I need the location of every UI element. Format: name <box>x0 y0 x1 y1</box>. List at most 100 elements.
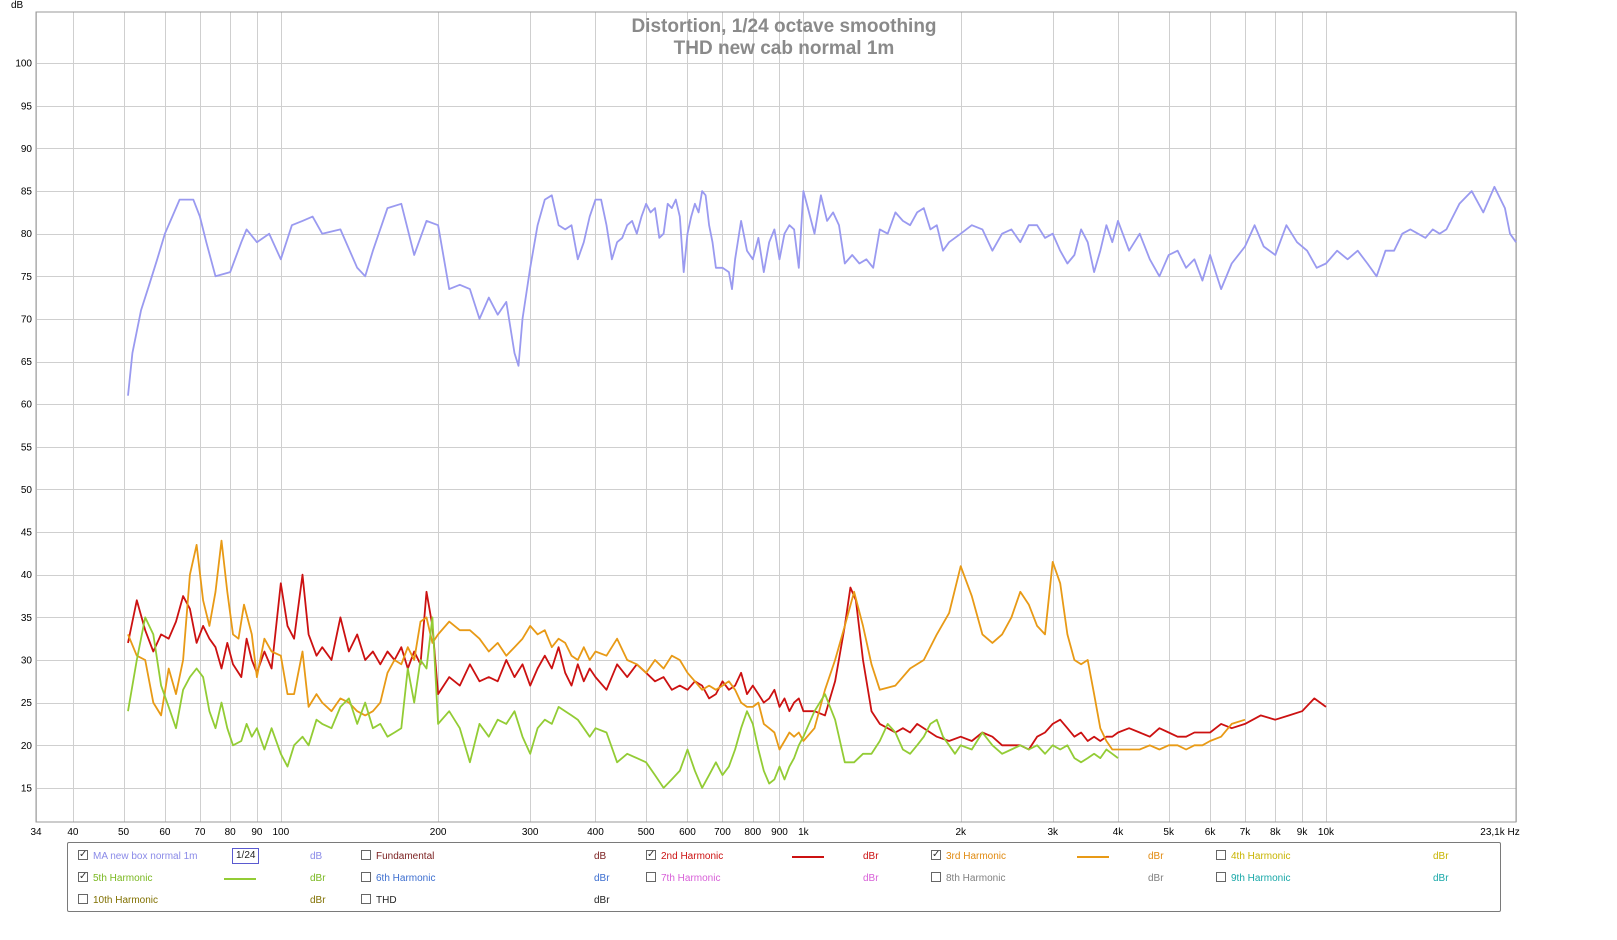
y-tick-labels: 15 20 25 30 35 40 45 50 55 60 65 70 75 80 85 90 95 100 <box>15 59 32 795</box>
legend-unit: dBr <box>1433 873 1449 884</box>
x-tick-label: 500 <box>638 827 655 838</box>
legend-checkbox-h2[interactable]: ✓ <box>646 849 656 860</box>
y-gridlines <box>36 63 1516 789</box>
legend-label: THD <box>376 895 397 906</box>
series-line-5th-harmonic <box>127 616 1119 789</box>
legend-checkbox-thd[interactable] <box>361 894 371 904</box>
legend-checkbox-h9[interactable] <box>1216 872 1226 882</box>
legend-label: Fundamental <box>376 851 435 862</box>
legend-unit: dBr <box>594 873 610 884</box>
legend-item-h7: 7th Harmonic dBr <box>646 869 916 887</box>
x-tick-label: 2k <box>955 827 967 838</box>
chart-title: Distortion, 1/24 octave smoothing <box>631 16 936 37</box>
x-tick-label: 10k <box>1318 827 1335 838</box>
legend-checkbox-h4[interactable] <box>1216 850 1226 860</box>
plot-frame <box>35 11 1517 823</box>
y-tick-label: 25 <box>21 698 33 709</box>
x-tick-label: 70 <box>194 827 206 838</box>
x-tick-label: 50 <box>118 827 130 838</box>
legend-item-h8: 8th Harmonic dBr <box>931 869 1201 887</box>
legend-item-thd: THD dBr <box>361 891 631 909</box>
legend-unit: dBr <box>310 895 326 906</box>
y-tick-label: 80 <box>21 229 33 240</box>
y-tick-label: 85 <box>21 187 33 198</box>
y-tick-label: 20 <box>21 741 33 752</box>
legend-label: 8th Harmonic <box>946 873 1006 884</box>
series-line-2nd-harmonic <box>127 573 1327 751</box>
series-layer <box>127 185 1517 789</box>
legend-checkbox-h6[interactable] <box>361 872 371 882</box>
legend-checkbox-fund[interactable] <box>361 850 371 860</box>
y-tick-label: 95 <box>21 101 33 112</box>
legend-item-h4: 4th Harmonic dBr <box>1216 847 1486 865</box>
legend-unit: dBr <box>310 873 326 884</box>
x-tick-label: 23,1k Hz <box>1480 827 1519 838</box>
legend-checkbox-h10[interactable] <box>78 894 88 904</box>
y-tick-label: 30 <box>21 656 33 667</box>
legend-swatch <box>1077 856 1109 858</box>
legend-label: 7th Harmonic <box>661 873 721 884</box>
legend-label: 4th Harmonic <box>1231 851 1291 862</box>
legend-swatch <box>224 878 256 880</box>
x-tick-label: 800 <box>744 827 761 838</box>
legend-checkbox-h5[interactable]: ✓ <box>78 871 88 882</box>
y-tick-label: 45 <box>21 528 33 539</box>
x-gridlines <box>36 12 1517 822</box>
chart-subtitle: THD new cab normal 1m <box>674 38 895 59</box>
y-tick-label: 60 <box>21 400 33 411</box>
y-tick-label: 35 <box>21 613 33 624</box>
x-tick-label: 8k <box>1270 827 1282 838</box>
legend-checkbox-h8[interactable] <box>931 872 941 882</box>
series-line-ma-new-box-normal-1m <box>127 185 1517 396</box>
y-tick-label: 55 <box>21 442 33 453</box>
x-tick-label: 34 <box>30 827 42 838</box>
x-tick-label: 80 <box>225 827 237 838</box>
x-tick-label: 4k <box>1113 827 1125 838</box>
legend-unit: dBr <box>863 851 879 862</box>
smoothing-badge[interactable]: 1/24 <box>232 848 260 864</box>
legend-label: 3rd Harmonic <box>946 851 1007 862</box>
x-tick-label: 6k <box>1205 827 1217 838</box>
legend-unit: dBr <box>1148 851 1164 862</box>
legend-unit: dBr <box>1433 851 1449 862</box>
y-tick-label: 40 <box>21 570 33 581</box>
y-tick-label: 15 <box>21 783 33 794</box>
legend-checkbox-h3[interactable]: ✓ <box>931 849 941 860</box>
legend-unit: dBr <box>1148 873 1164 884</box>
series-line-3rd-harmonic <box>127 539 1246 751</box>
y-tick-label: 70 <box>21 314 33 325</box>
legend-unit: dBr <box>594 895 610 906</box>
x-tick-label: 90 <box>251 827 263 838</box>
legend-item-h10: 10th Harmonic dBr <box>78 891 348 909</box>
y-tick-label: 100 <box>15 59 32 70</box>
x-tick-label: 1k <box>798 827 810 838</box>
x-tick-label: 300 <box>522 827 539 838</box>
legend-item-h9: 9th Harmonic dBr <box>1216 869 1486 887</box>
legend-label: 6th Harmonic <box>376 873 436 884</box>
y-tick-label: 75 <box>21 272 33 283</box>
legend-item-h2: ✓ 2nd Harmonic dBr <box>646 847 916 865</box>
legend-swatch <box>792 856 824 858</box>
x-tick-label: 600 <box>679 827 696 838</box>
legend-item-h3: ✓ 3rd Harmonic dBr <box>931 847 1201 865</box>
legend-unit: dB <box>310 851 323 862</box>
legend-item-h5: ✓ 5th Harmonic dBr <box>78 869 348 887</box>
legend-label: 5th Harmonic <box>93 873 153 884</box>
legend-item-ma: ✓ MA new box normal 1m 1/24 dB <box>78 847 348 865</box>
legend-label: MA new box normal 1m <box>93 851 198 862</box>
x-tick-label: 9k <box>1297 827 1309 838</box>
y-tick-label: 65 <box>21 357 33 368</box>
y-axis-unit-label: dB <box>11 0 24 11</box>
y-tick-label: 50 <box>21 485 33 496</box>
legend-checkbox-ma[interactable]: ✓ <box>78 849 88 860</box>
legend-label: 9th Harmonic <box>1231 873 1291 884</box>
x-tick-label: 40 <box>67 827 79 838</box>
x-tick-label: 400 <box>587 827 604 838</box>
y-tick-label: 90 <box>21 144 33 155</box>
legend-checkbox-h7[interactable] <box>646 872 656 882</box>
x-tick-label: 60 <box>159 827 171 838</box>
x-tick-label: 7k <box>1240 827 1252 838</box>
x-tick-label: 100 <box>272 827 289 838</box>
x-tick-label: 5k <box>1163 827 1175 838</box>
